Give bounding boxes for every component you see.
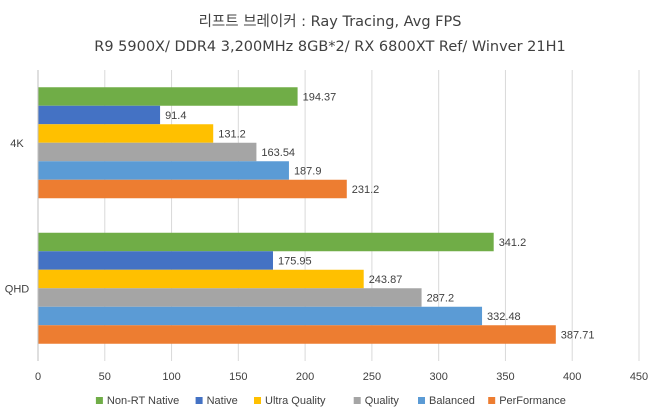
bar-4k-balanced	[38, 161, 289, 180]
bars	[38, 87, 556, 344]
bar-qhd-ultra-quality	[38, 269, 364, 289]
x-tick-label-250: 250	[363, 371, 381, 383]
x-tick-label-0: 0	[35, 371, 41, 383]
legend-swatch-balanced	[418, 397, 425, 404]
bar-qhd-non-rt-native	[38, 232, 494, 252]
bar-qhd-balanced	[38, 306, 483, 326]
x-tick-label-200: 200	[296, 371, 314, 383]
legend-swatch-quality	[353, 397, 361, 404]
legend-label-quality: Quality	[365, 395, 400, 407]
bar-4k-native	[38, 105, 161, 125]
x-tick-label-50: 50	[99, 371, 111, 383]
x-tick-label-400: 400	[563, 371, 581, 383]
data-label-qhd-quality: 287.2	[427, 293, 455, 305]
data-labels: 194.37 91.4 131.2 163.54 187.9 231.2 341.2 175.…	[165, 92, 594, 342]
legend-swatch-performance	[488, 397, 496, 404]
legend-swatch-non-rt-native	[95, 397, 103, 404]
data-label-4k-ultra-quality: 131.2	[218, 129, 246, 141]
axes: 0 50 100 150 200 250 300 350 400 450 4K QHD	[5, 70, 648, 383]
legend-label-ultra-quality: Ultra Quality	[265, 395, 326, 407]
x-tick-label-350: 350	[496, 371, 514, 383]
data-label-qhd-ultra-quality: 243.87	[369, 274, 403, 286]
chart-title: 리프트 브레이커 : Ray Tracing, Avg FPS	[199, 13, 462, 30]
data-label-4k-non-rt-native: 194.37	[303, 92, 337, 104]
data-label-qhd-non-rt-native: 341.2	[499, 237, 527, 249]
legend-label-non-rt-native: Non-RT Native	[107, 395, 179, 407]
gridlines	[104, 70, 640, 361]
legend-label-performance: PerFormance	[499, 395, 566, 407]
bar-4k-performance	[38, 179, 347, 199]
x-tick-label-300: 300	[429, 371, 447, 383]
bar-4k-quality	[38, 142, 257, 162]
data-label-4k-performance: 231.2	[352, 184, 380, 196]
bar-qhd-native	[38, 251, 273, 270]
x-tick-label-450: 450	[630, 371, 648, 383]
data-label-qhd-balanced: 332.48	[487, 311, 521, 323]
category-label-4k: 4K	[10, 138, 24, 150]
bar-4k-non-rt-native	[38, 87, 298, 106]
legend: Non-RT Native Native Ultra Quality Quality B…	[95, 395, 566, 407]
data-label-qhd-performance: 387.71	[561, 330, 595, 342]
data-label-4k-quality: 163.54	[261, 147, 295, 159]
data-label-qhd-native: 175.95	[278, 256, 312, 268]
bar-4k-ultra-quality	[38, 124, 214, 143]
data-label-4k-balanced: 187.9	[294, 166, 322, 178]
x-tick-label-150: 150	[229, 371, 247, 383]
data-label-4k-native: 91.4	[165, 110, 186, 122]
legend-label-balanced: Balanced	[429, 395, 475, 407]
category-label-qhd: QHD	[5, 283, 30, 295]
legend-swatch-native	[195, 397, 203, 404]
x-tick-label-100: 100	[162, 371, 180, 383]
chart-subtitle: R9 5900X/ DDR4 3,200MHz 8GB*2/ RX 6800XT…	[94, 39, 566, 55]
bar-qhd-quality	[38, 288, 422, 307]
legend-swatch-ultra-quality	[254, 397, 261, 404]
legend-label-native: Native	[207, 395, 238, 407]
bar-qhd-performance	[38, 325, 556, 344]
